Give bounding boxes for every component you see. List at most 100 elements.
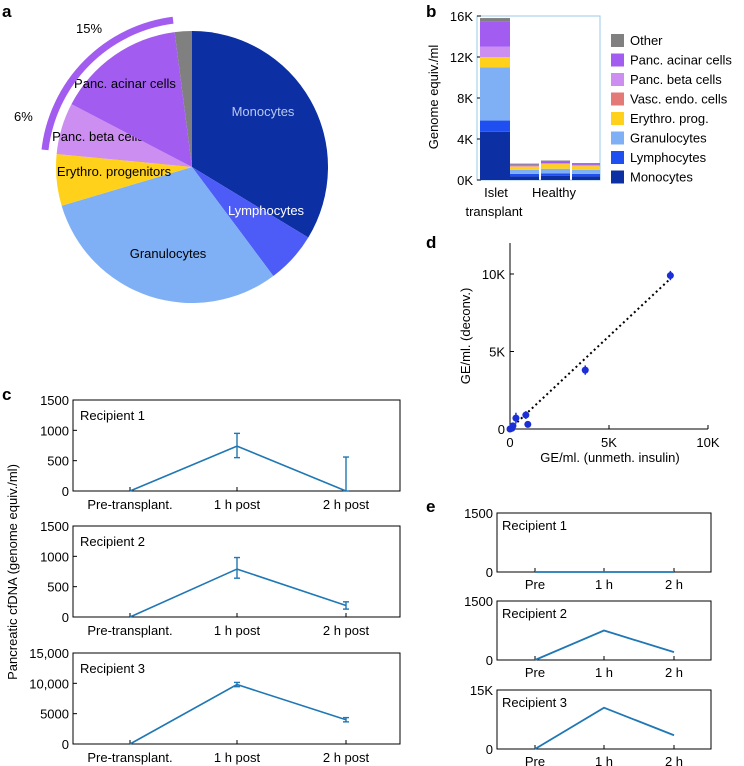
small-ytick-1-1: 1500 [464, 594, 493, 609]
scatter-xtick-0: 0 [506, 435, 513, 450]
panel-d-letter: d [426, 233, 436, 252]
bar-segment-2-5 [541, 163, 570, 164]
small-xtick-1-1: 1 h [595, 665, 613, 680]
line-ylabel: Pancreatic cfDNA (genome equiv./ml) [5, 464, 20, 680]
scatter-ytick-2: 10K [482, 267, 505, 282]
recipient-line-charts: 0 500 1000 1500 Pre-transplant. 1 h post 2 h p… [5, 393, 401, 765]
bar-ytick-2: 8K [457, 91, 473, 106]
legend-swatch-4 [611, 112, 624, 125]
small-xtick-1-2: 2 h [665, 665, 683, 680]
line-series-1 [129, 568, 347, 618]
pie-label-1: Lymphocytes [228, 203, 305, 218]
bar-segment-0-7 [480, 18, 510, 22]
panel-b-letter: b [426, 2, 436, 21]
bar-segment-2-4 [541, 163, 570, 165]
bar-segment-3-4 [572, 165, 600, 167]
pie-slice-3 [55, 153, 192, 206]
small-ytick-0-0: 0 [486, 565, 493, 580]
legend-label-5: Granulocytes [630, 131, 707, 146]
bar-segment-1-2 [510, 169, 539, 174]
line-series-0 [129, 445, 347, 492]
pie-slice-4 [56, 104, 192, 167]
line-ytick-0-0: 0 [62, 484, 69, 499]
legend-label-6: Lymphocytes [630, 150, 707, 165]
small-ytick-2-1: 15K [470, 683, 493, 698]
line-ytick-1-0: 0 [62, 610, 69, 625]
pie-chart: Monocytes Lymphocytes Granulocytes Erythro.… [14, 16, 329, 303]
bar-segment-3-7 [572, 163, 600, 165]
line-xtick-1-2: 2 h post [323, 623, 370, 638]
bar-segment-3-0 [572, 176, 600, 180]
bar-xlabel-islet: Islet [484, 185, 508, 200]
bar-segment-0-1 [480, 120, 510, 132]
legend-label-7: Monocytes [630, 170, 693, 185]
legend-swatch-7 [611, 170, 624, 184]
line-series-2 [129, 683, 347, 745]
bar-segment-1-7 [510, 163, 539, 165]
panel-a-letter: a [2, 2, 12, 21]
bar-segment-2-0 [541, 175, 570, 180]
bar-segment-1-1 [510, 173, 539, 177]
small-xtick-0-2: 2 h [665, 577, 683, 592]
small-ytick-1-0: 0 [486, 653, 493, 668]
bar-segment-1-3 [510, 166, 539, 170]
pie-label-4: Panc. beta cells [52, 129, 144, 144]
pie-slice-5 [71, 32, 192, 167]
small-xtick-2-0: Pre [525, 754, 545, 766]
bar-ytick-0: 0K [457, 173, 473, 188]
bar-xlabel-transplant: transplant [465, 204, 522, 219]
bar-segment-2-6 [541, 161, 570, 164]
line-xtick-0-1: 1 h post [214, 497, 261, 512]
line-title-1: Recipient 2 [80, 534, 145, 549]
bar-ytick-4: 16K [450, 9, 473, 24]
stacked-bar-chart: 0K 4K 8K 12K 16K Islet transplant Healthy Genome… [426, 9, 732, 219]
bar-segment-3-2 [572, 169, 600, 174]
small-line-series-2 [534, 706, 675, 750]
line-title-2: Recipient 3 [80, 661, 145, 676]
legend-swatch-2 [611, 73, 624, 86]
pie-annotation-6: 6% [14, 109, 33, 124]
line-ytick-0-2: 1000 [40, 423, 69, 438]
scatter-xtick-2: 10K [696, 435, 719, 450]
line-ytick-2-2: 10,000 [29, 676, 69, 691]
legend-swatch-3 [611, 92, 624, 106]
line-xtick-1-0: Pre-transplant. [87, 623, 172, 638]
bar-segment-1-5 [510, 165, 539, 167]
pie-highlight-arc [41, 16, 174, 151]
legend-label-0: Other [630, 33, 663, 48]
bar-segment-0-5 [480, 46, 510, 57]
pie-label-2: Granulocytes [130, 246, 207, 261]
pie-label-5: Panc. acinar cells [74, 76, 176, 91]
line-xtick-0-0: Pre-transplant. [87, 497, 172, 512]
scatter-point-5 [524, 420, 532, 428]
bar-segment-0-0 [480, 131, 510, 180]
line-xtick-2-0: Pre-transplant. [87, 750, 172, 765]
bar-segment-2-7 [541, 160, 570, 162]
line-xtick-0-2: 2 h post [323, 497, 370, 512]
bar-segment-0-3 [480, 57, 510, 68]
line-title-0: Recipient 1 [80, 408, 145, 423]
legend-label-4: Erythro. prog. [630, 111, 709, 126]
pie-annotation-15: 15% [76, 21, 102, 36]
small-title-1: Recipient 2 [502, 606, 567, 621]
bar-segment-3-3 [572, 166, 600, 170]
small-xtick-0-0: Pre [525, 577, 545, 592]
legend-swatch-0 [611, 34, 624, 47]
bar-segment-2-3 [541, 164, 570, 169]
scatter-point-4 [522, 411, 530, 419]
scatter-point-3 [512, 414, 520, 422]
line-xtick-2-1: 1 h post [214, 750, 261, 765]
line-ytick-1-3: 1500 [40, 519, 69, 534]
scatter-ylabel: GE/ml. (deconv.) [458, 288, 473, 385]
pie-label-0: Monocytes [232, 104, 295, 119]
line-ytick-2-3: 15,000 [29, 646, 69, 661]
panel-c-letter: c [2, 385, 11, 404]
scatter-xlabel: GE/ml. (unmeth. insulin) [540, 450, 679, 465]
scatter-point-6 [581, 366, 589, 374]
bar-ytick-3: 12K [450, 50, 473, 65]
pie-slice-2 [61, 167, 274, 303]
bar-segment-3-1 [572, 173, 600, 177]
bar-segment-3-5 [572, 165, 600, 166]
legend-swatch-1 [611, 53, 624, 67]
